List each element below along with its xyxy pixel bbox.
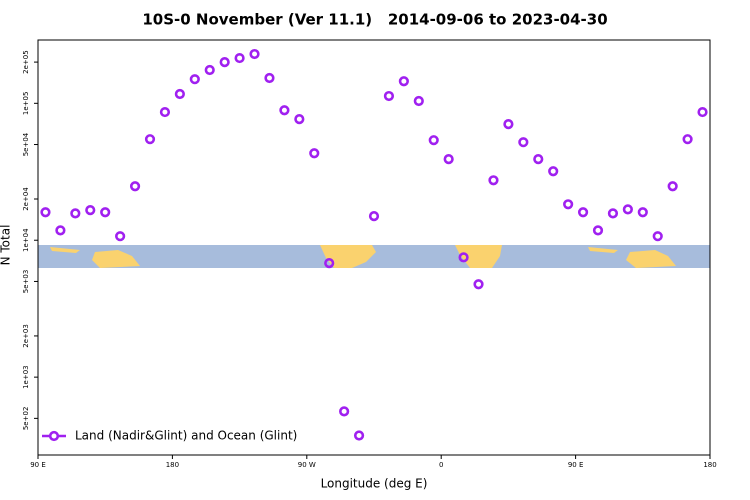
africa xyxy=(455,245,502,268)
point xyxy=(697,106,708,118)
indonesia xyxy=(50,247,80,253)
y-tick-label: 1e+03 xyxy=(22,365,30,389)
point xyxy=(309,148,320,159)
point xyxy=(294,114,305,125)
y-tick-label: 1e+05 xyxy=(22,92,30,116)
point xyxy=(353,430,365,441)
legend-label: Land (Nadir&Glint) and Ocean (Glint) xyxy=(75,429,297,443)
point xyxy=(667,181,678,192)
x-tick-label: 180 xyxy=(166,461,179,469)
point xyxy=(592,225,604,236)
point xyxy=(548,166,559,177)
x-tick-label: 90 E xyxy=(568,461,584,469)
point xyxy=(398,76,409,87)
y-tick-label: 2e+04 xyxy=(22,187,30,211)
point xyxy=(219,56,230,68)
point xyxy=(503,118,514,130)
point xyxy=(55,225,66,236)
x-axis-label: Longitude (deg E) xyxy=(321,477,428,491)
point xyxy=(85,204,96,216)
point xyxy=(174,88,185,100)
point xyxy=(413,95,424,107)
y-tick-label: 2e+05 xyxy=(22,50,30,74)
point xyxy=(234,52,245,64)
point xyxy=(204,64,215,76)
point xyxy=(115,231,126,242)
x-tick-label: 90 W xyxy=(298,461,316,469)
point xyxy=(189,74,200,85)
point xyxy=(264,72,275,84)
ocean xyxy=(38,245,710,268)
y-tick-label: 5e+02 xyxy=(22,407,30,431)
point xyxy=(279,105,290,116)
point xyxy=(428,135,439,146)
point xyxy=(533,154,544,165)
chart-title: 10S-0 November (Ver 11.1) 2014-09-06 to … xyxy=(142,11,607,29)
point xyxy=(324,258,335,269)
point xyxy=(339,406,350,417)
point xyxy=(473,279,484,290)
point xyxy=(488,175,499,186)
y-tick-label: 1e+04 xyxy=(22,228,30,252)
y-axis-label: N Total xyxy=(0,225,13,266)
y-tick-label: 2e+03 xyxy=(22,324,30,348)
point xyxy=(607,208,619,219)
point xyxy=(70,208,81,219)
plot-frame xyxy=(37,39,711,456)
x-tick-label: 90 E xyxy=(30,461,46,469)
y-tick-label: 5e+04 xyxy=(22,132,30,156)
point xyxy=(159,106,171,118)
australia xyxy=(92,250,140,268)
point xyxy=(383,90,395,102)
point xyxy=(518,137,529,148)
point xyxy=(563,199,574,210)
point xyxy=(652,231,663,242)
y-tick-label: 5e+03 xyxy=(22,270,30,294)
map-strip xyxy=(38,245,710,268)
point xyxy=(368,211,380,222)
x-tick-label: 180 xyxy=(703,461,716,469)
point xyxy=(622,204,633,215)
point xyxy=(129,181,141,192)
point xyxy=(100,207,111,218)
indonesia xyxy=(588,247,618,253)
x-tick-label: 0 xyxy=(439,461,443,469)
point xyxy=(443,154,454,165)
legend-marker xyxy=(48,430,60,442)
australia xyxy=(626,250,676,268)
point xyxy=(249,48,260,60)
point xyxy=(458,252,469,263)
point xyxy=(682,134,693,145)
point xyxy=(577,207,589,218)
point xyxy=(637,207,648,218)
point xyxy=(40,207,51,218)
point xyxy=(144,134,156,145)
